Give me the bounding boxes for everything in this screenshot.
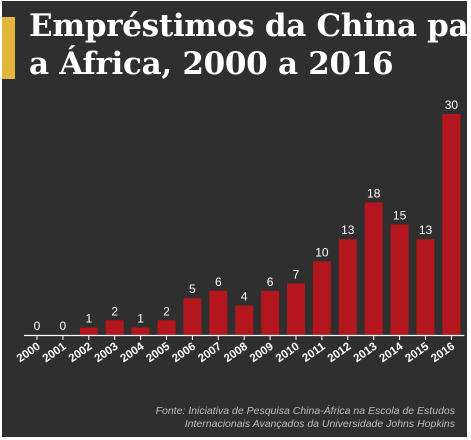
value-label-2004: 1 bbox=[137, 312, 144, 326]
bar-2011 bbox=[312, 261, 331, 335]
x-tick-label-2003: 2003 bbox=[93, 341, 121, 366]
value-label-2016: 30 bbox=[445, 98, 459, 112]
bar-2010 bbox=[287, 283, 305, 335]
source-line-1: Fonte: Iniciativa de Pesquisa China-Áfri… bbox=[155, 405, 455, 417]
x-tick-label-2007: 2007 bbox=[196, 341, 224, 366]
x-tick-label-2016: 2016 bbox=[429, 341, 457, 366]
x-tick-label-2006: 2006 bbox=[170, 341, 198, 366]
value-label-2011: 10 bbox=[315, 245, 329, 259]
x-tick-label-2014: 2014 bbox=[377, 340, 405, 365]
x-tick-label-2001: 2001 bbox=[41, 340, 69, 365]
x-tick-label-2012: 2012 bbox=[326, 341, 354, 366]
bar-2013 bbox=[364, 202, 383, 335]
value-label-2008: 4 bbox=[241, 290, 248, 304]
title-accent-bar bbox=[2, 17, 15, 79]
x-tick-label-2000: 2000 bbox=[15, 341, 43, 366]
value-label-2003: 2 bbox=[111, 304, 118, 318]
value-label-2012: 13 bbox=[341, 223, 355, 237]
chart-title-line-1: Empréstimos da China para bbox=[29, 8, 467, 44]
x-tick-label-2002: 2002 bbox=[67, 341, 95, 366]
value-label-2000: 0 bbox=[34, 319, 41, 333]
value-label-2010: 7 bbox=[293, 267, 300, 281]
value-label-2009: 6 bbox=[267, 275, 274, 289]
x-tick-label-2004: 2004 bbox=[118, 340, 146, 365]
bar-2012 bbox=[338, 239, 357, 335]
bar-2004 bbox=[131, 327, 150, 335]
bar-2003 bbox=[105, 320, 124, 335]
x-tick-label-2008: 2008 bbox=[222, 340, 250, 365]
value-label-2006: 5 bbox=[189, 282, 196, 296]
source-line-2: Internacionais Avançados da Universidade… bbox=[184, 418, 455, 430]
source-note: Fonte: Iniciativa de Pesquisa China-Áfri… bbox=[156, 405, 455, 431]
value-label-2002: 1 bbox=[85, 312, 92, 326]
value-label-2005: 2 bbox=[163, 304, 170, 318]
bar-2016 bbox=[442, 114, 461, 335]
bar-2007 bbox=[209, 290, 228, 335]
value-label-2014: 15 bbox=[393, 209, 407, 223]
value-label-2013: 18 bbox=[367, 186, 381, 200]
x-tick-label-2010: 2010 bbox=[274, 341, 302, 366]
chart-title: Empréstimos da China para a África, 2000… bbox=[29, 7, 467, 83]
bar-2006 bbox=[183, 298, 202, 335]
bar-2009 bbox=[261, 290, 280, 335]
chart-card: Empréstimos da China para a África, 2000… bbox=[2, 1, 467, 437]
value-label-2015: 13 bbox=[419, 223, 433, 237]
x-tick-label-2009: 2009 bbox=[248, 341, 276, 366]
bar-2014 bbox=[390, 224, 409, 335]
bar-2002 bbox=[79, 327, 98, 335]
bar-chart: 0200002001120022200312004220055200662007… bbox=[15, 98, 465, 366]
x-tick-label-2005: 2005 bbox=[144, 340, 172, 365]
bar-2015 bbox=[416, 239, 435, 335]
bar-2005 bbox=[157, 320, 176, 335]
x-tick-label-2011: 2011 bbox=[300, 340, 328, 364]
bar-2008 bbox=[235, 305, 254, 335]
value-label-2001: 0 bbox=[60, 319, 67, 333]
x-tick-label-2013: 2013 bbox=[352, 341, 380, 366]
chart-title-line-2: a África, 2000 a 2016 bbox=[29, 46, 394, 82]
x-tick-label-2015: 2015 bbox=[403, 340, 431, 365]
value-label-2007: 6 bbox=[215, 275, 222, 289]
